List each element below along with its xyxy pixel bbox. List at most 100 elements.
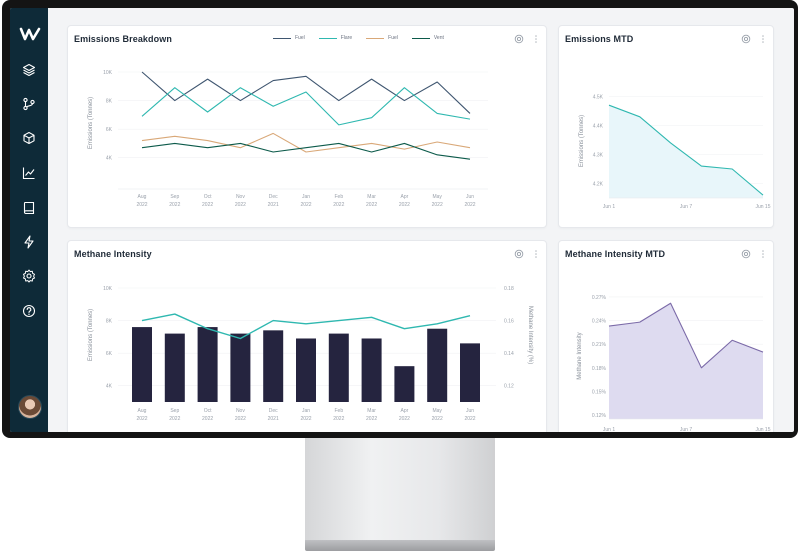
- x-tick-label: Sep: [170, 194, 179, 200]
- x-tick-label: Jun 7: [680, 427, 692, 432]
- bar: [296, 338, 316, 402]
- methane-intensity-chart: 10K 8K 6K 4K 0.18 0.16 0.14 0.12 Aug 2022 Sep 2022 O…: [88, 286, 533, 422]
- bar: [263, 330, 284, 402]
- book-icon[interactable]: [22, 201, 36, 215]
- layers-icon[interactable]: [22, 63, 36, 77]
- x-tick-label: Mar: [367, 408, 376, 414]
- y-tick-label: 4.3K: [593, 153, 604, 159]
- emissions-mtd-chart: 4.5K 4.4K 4.3K 4.2K Jun 1 Jun 7 Jun 15 Emission…: [579, 95, 771, 211]
- settings-icon[interactable]: [514, 249, 524, 259]
- logo-icon[interactable]: [19, 26, 41, 42]
- x-tick-label: Jun 1: [603, 427, 615, 432]
- x-tick-label: Aug: [138, 408, 147, 414]
- y-tick-label: 4.2K: [593, 182, 604, 188]
- y-tick-label: 0.18%: [592, 366, 607, 372]
- settings-icon[interactable]: [741, 249, 751, 259]
- y-tick-label: 0.21%: [592, 342, 607, 348]
- x-tick-label: Mar: [367, 194, 376, 200]
- x-tick-label: Aug: [138, 194, 147, 200]
- legend-item-fuel[interactable]: Fuel: [273, 35, 305, 41]
- help-icon[interactable]: [22, 304, 36, 318]
- area-fill: [609, 303, 763, 419]
- methane-intensity-title: Methane Intensity: [74, 249, 152, 259]
- x-tick-label: May: [432, 408, 442, 414]
- bar: [230, 333, 251, 402]
- y-tick-label: 0.15%: [592, 389, 607, 395]
- y2-tick-label: 0.12: [504, 384, 514, 390]
- trend-chart-icon[interactable]: [22, 166, 36, 180]
- y-axis-label: Emissions (Tonnes): [88, 97, 94, 149]
- y-tick-label: 4K: [106, 156, 113, 162]
- y-tick-label: 0.27%: [592, 295, 607, 301]
- area-fill: [609, 105, 763, 198]
- x-tick-label: Dec: [269, 194, 278, 200]
- more-options-icon[interactable]: [761, 249, 765, 259]
- monitor-bezel: Emissions Breakdown Fuel Flare Fuel Vent: [2, 0, 798, 438]
- settings-icon[interactable]: [514, 34, 524, 44]
- legend-label-flare: Flare: [340, 35, 353, 41]
- user-avatar[interactable]: [18, 395, 42, 419]
- x-tick-label: 2022: [202, 202, 213, 208]
- x-tick-label: 2022: [169, 202, 180, 208]
- settings-icon[interactable]: [741, 34, 751, 44]
- methane-intensity-mtd-tools: [741, 249, 765, 259]
- x-tick-label: 2022: [399, 416, 410, 422]
- emissions-mtd-card: Emissions MTD 4.5K 4.4K 4.3K 4.2K Jun 1 Jun 7…: [558, 25, 774, 228]
- x-tick-label: 2022: [202, 416, 213, 422]
- bar: [394, 366, 415, 402]
- git-branch-icon[interactable]: [22, 97, 36, 111]
- bar: [197, 327, 218, 402]
- x-tick-label: Feb: [334, 194, 343, 200]
- y-tick-label: 8K: [106, 99, 113, 105]
- y2-tick-label: 0.14: [504, 351, 514, 357]
- series-line-fuel: [141, 71, 471, 114]
- bar: [460, 343, 480, 402]
- x-tick-label: Jun 1: [603, 204, 615, 210]
- x-tick-label: Jun: [466, 194, 474, 200]
- bar: [361, 338, 382, 402]
- x-tick-label: Feb: [334, 408, 343, 414]
- emissions-mtd-tools: [741, 34, 765, 44]
- intensity-line: [141, 313, 471, 340]
- legend-swatch-fuel-2: [366, 37, 385, 39]
- x-tick-label: Apr: [401, 408, 409, 414]
- more-options-icon[interactable]: [534, 249, 538, 259]
- bar: [328, 333, 349, 402]
- methane-intensity-card: Methane Intensity 10K 8K 6K 4K 0.18 0.16 0.14 0…: [67, 240, 547, 432]
- more-options-icon[interactable]: [534, 34, 538, 44]
- legend-item-flare[interactable]: Flare: [318, 35, 353, 41]
- x-tick-label: Jun: [466, 408, 474, 414]
- x-tick-label: Jun 15: [755, 427, 770, 432]
- y2-tick-label: 0.16: [504, 319, 514, 325]
- cube-icon[interactable]: [22, 131, 36, 145]
- x-tick-label: Sep: [170, 408, 179, 414]
- legend-item-fuel-2[interactable]: Fuel: [366, 35, 398, 41]
- settings-icon[interactable]: [22, 269, 36, 283]
- x-tick-label: 2022: [399, 202, 410, 208]
- y2-axis-label: Methane Intensity (%): [527, 306, 533, 364]
- x-tick-label: May: [432, 194, 442, 200]
- methane-intensity-tools: [514, 249, 538, 259]
- emissions-mtd-title: Emissions MTD: [565, 34, 634, 44]
- x-tick-label: Jan: [302, 408, 310, 414]
- x-tick-label: 2022: [432, 416, 443, 422]
- legend-item-vent[interactable]: Vent: [411, 35, 444, 41]
- bolt-icon[interactable]: [22, 235, 36, 249]
- y-tick-label: 6K: [106, 351, 113, 357]
- series-line-vent: [141, 142, 471, 160]
- x-tick-label: Apr: [401, 194, 409, 200]
- y-tick-label: 0.24%: [592, 319, 607, 325]
- x-tick-label: 2022: [136, 202, 147, 208]
- x-tick-label: 2022: [366, 416, 377, 422]
- legend-swatch-fuel: [273, 37, 291, 39]
- x-tick-label: 2022: [333, 416, 344, 422]
- area-line: [608, 104, 764, 196]
- y-tick-label: 10K: [103, 286, 113, 292]
- x-tick-label: Jan: [302, 194, 310, 200]
- x-tick-label: 2022: [235, 202, 246, 208]
- y-tick-label: 6K: [106, 127, 113, 133]
- more-options-icon[interactable]: [761, 34, 765, 44]
- emissions-breakdown-card: Emissions Breakdown Fuel Flare Fuel Vent: [67, 25, 547, 228]
- y2-tick-label: 0.18: [504, 286, 514, 292]
- y-tick-label: 4.4K: [593, 124, 604, 130]
